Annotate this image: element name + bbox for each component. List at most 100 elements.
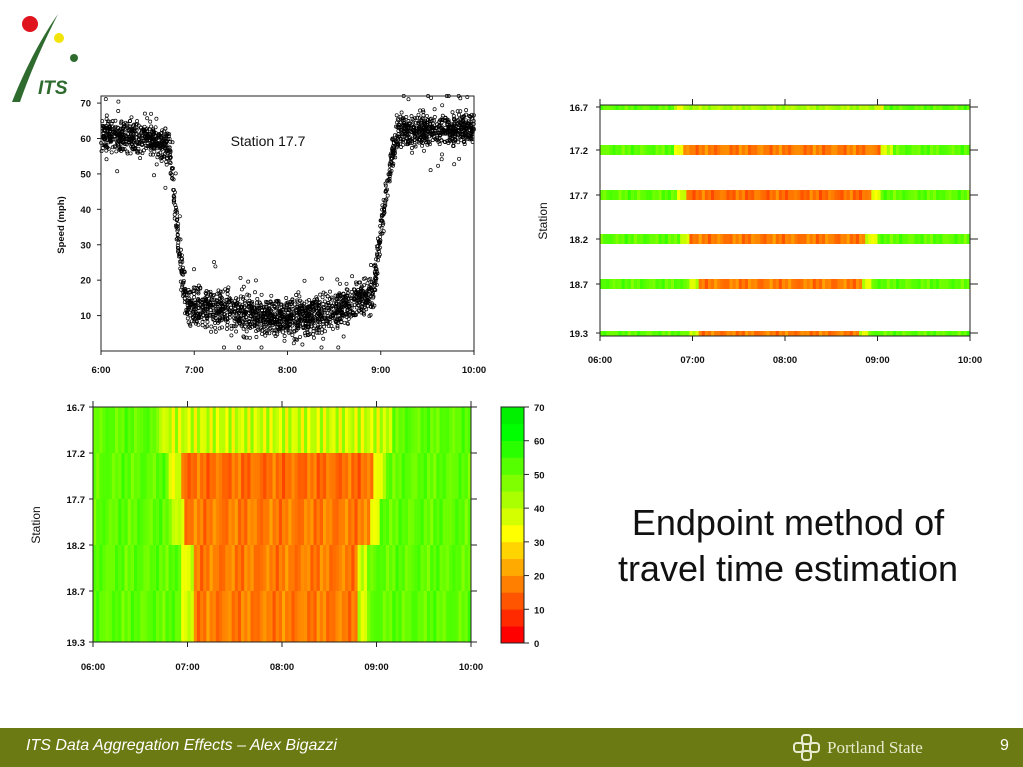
hm1-cell (822, 234, 826, 244)
hm2-cell (140, 545, 144, 591)
hm1-cell (714, 190, 718, 200)
hm2-cell (348, 545, 352, 591)
scatter-point (452, 162, 457, 167)
colorbar (501, 407, 524, 644)
hm1-cell (874, 234, 878, 244)
scatter-point (170, 176, 175, 181)
hm1-cell (612, 234, 616, 244)
scatter-point (406, 142, 410, 147)
hm1-cell (834, 279, 838, 289)
hm2-cell (379, 499, 384, 545)
scatter-point (142, 148, 146, 153)
hm1-cell (945, 105, 949, 110)
hm1-cell (677, 190, 681, 200)
colorbar-segment (501, 508, 524, 526)
scatter-point (362, 292, 367, 297)
scatter-point (337, 293, 342, 298)
scatter-point (231, 324, 236, 329)
hm2-ylabel: Station (29, 506, 43, 543)
scatter-point (351, 287, 356, 292)
hm2-cell (215, 499, 220, 545)
hm2-cell (373, 453, 377, 499)
hm2-cell (105, 407, 110, 453)
hm1-cell (633, 190, 638, 200)
hm1-cell (889, 105, 894, 110)
hm1-cell (760, 279, 764, 289)
hm1-cell (729, 105, 733, 110)
hm1-cell (633, 331, 638, 336)
hm2-cell (423, 453, 428, 499)
scatter-point (363, 297, 368, 302)
scatter-point (284, 301, 289, 306)
scatter-point (371, 305, 375, 310)
hm1-cell (785, 105, 789, 110)
scatter-point (395, 133, 400, 138)
hm2-cell (442, 591, 447, 642)
scatter-point (244, 329, 249, 334)
hm2-cell (382, 453, 387, 499)
hm1-cell (717, 105, 721, 110)
hm2-cell (203, 591, 207, 642)
scatter-point (335, 325, 340, 330)
hm1-cell (933, 234, 937, 244)
scatter-point (376, 239, 381, 244)
hm2-cell (467, 591, 472, 642)
scatter-point (188, 302, 193, 307)
hm2-cell (304, 499, 308, 545)
scatter-point (265, 330, 269, 335)
scatter-point (392, 133, 397, 138)
scatter-point (259, 345, 264, 350)
hm1-cell (717, 145, 721, 155)
hm2-cell (174, 453, 179, 499)
scatter-point (455, 109, 460, 114)
scatter-point (158, 150, 163, 155)
hm2-cell (357, 591, 362, 642)
hm2-cell (310, 453, 314, 499)
hm2-cell (345, 453, 349, 499)
hm1-cell (874, 279, 878, 289)
hm1-cell (868, 331, 872, 336)
hm2-cell (414, 591, 418, 642)
scatter-point (394, 113, 399, 118)
hm1-cell (905, 145, 909, 155)
scatter-point (383, 198, 388, 203)
hm1-cell (686, 234, 690, 244)
hm2-cell (300, 407, 305, 453)
hm1-cell (920, 234, 925, 244)
hm1-cell (849, 331, 854, 336)
hm2-cell (244, 407, 248, 453)
hm2-x-tick-label: 06:00 (81, 662, 105, 673)
scatter-point (462, 142, 467, 147)
scatter-point (151, 146, 156, 150)
scatter-point (334, 302, 339, 306)
scatter-point (443, 131, 448, 136)
hm2-cell (458, 407, 462, 453)
scatter-point (352, 313, 357, 318)
scatter-point (447, 134, 452, 139)
scatter-x-tick-label: 10:00 (462, 365, 486, 376)
scatter-point (239, 294, 243, 299)
hm2-cell (335, 499, 340, 545)
hm2-cell (448, 545, 453, 591)
scatter-point (212, 297, 217, 302)
scatter-point (303, 321, 308, 326)
scatter-point (102, 137, 107, 142)
scatter-point (383, 183, 388, 188)
hm2-cell (133, 591, 138, 642)
hm2-cell (436, 591, 440, 642)
scatter-point (281, 303, 286, 308)
scatter-point (439, 138, 444, 143)
hm2-cell (228, 407, 232, 453)
scatter-point (299, 309, 303, 314)
hm1-cell (772, 190, 777, 200)
hm1-cell (674, 190, 678, 200)
hm1-cell (717, 279, 721, 289)
hm1-cell (618, 234, 622, 244)
hm1-cell (606, 190, 610, 200)
hm2-y-tick-label: 19.3 (67, 638, 86, 649)
scatter-point (468, 136, 473, 141)
scatter-point (416, 112, 421, 117)
hm2-cell (278, 545, 283, 591)
hm2-cell (121, 545, 125, 591)
scatter-point (103, 143, 108, 148)
